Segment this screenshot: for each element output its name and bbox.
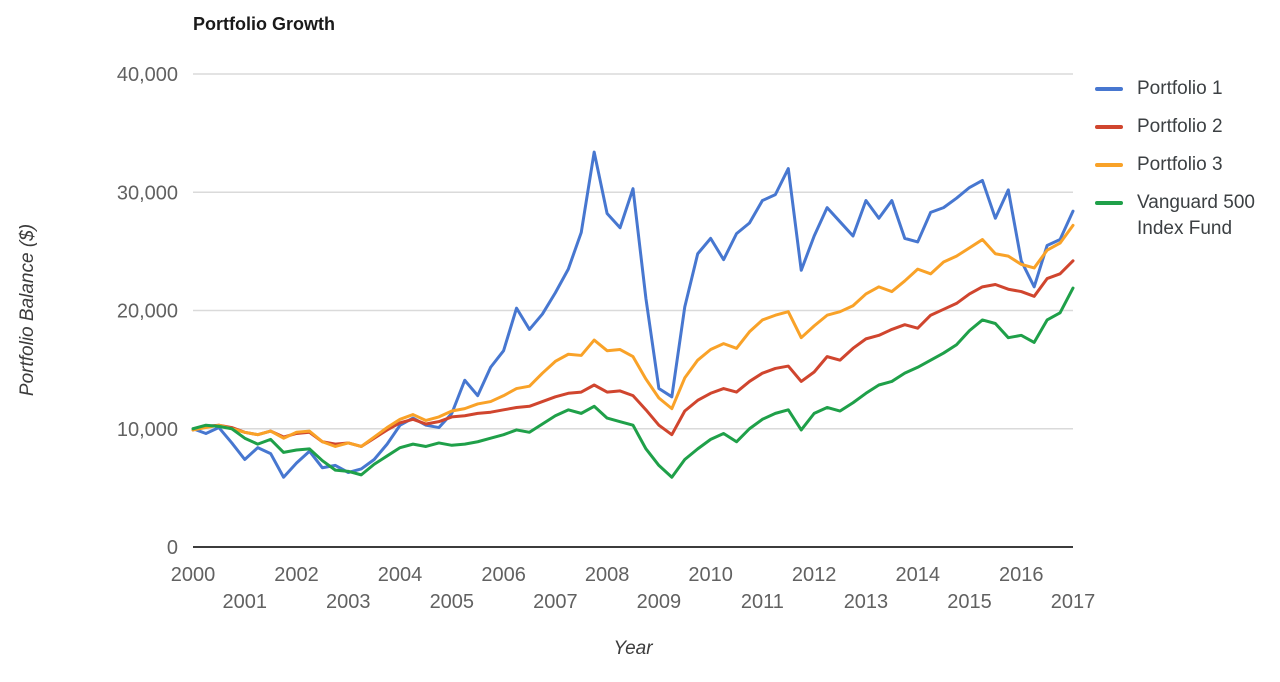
- x-tick-label-2005: 2005: [430, 591, 475, 613]
- x-tick-label-2014: 2014: [895, 564, 940, 586]
- series-line-portfolio-3: [191, 223, 1075, 448]
- y-axis-title: Portfolio Balance ($): [17, 223, 38, 397]
- x-axis-title: Year: [613, 638, 653, 659]
- legend-label-vanguard-500-index-fund: Vanguard 500 Index Fund: [1137, 192, 1255, 239]
- series-line-vanguard-500-index-fund: [191, 286, 1075, 479]
- y-tick-label-40000: 40,000: [117, 64, 178, 86]
- legend-swatch-portfolio-2: [1095, 125, 1123, 129]
- series-line-portfolio-1: [191, 150, 1075, 479]
- x-tick-label-2017: 2017: [1051, 591, 1096, 613]
- series-line-portfolio-2: [191, 259, 1075, 448]
- x-tick-label-2001: 2001: [223, 591, 268, 613]
- legend-label-portfolio-2: Portfolio 2: [1137, 116, 1223, 137]
- x-tick-label-2006: 2006: [481, 564, 526, 586]
- x-tick-label-2015: 2015: [947, 591, 992, 613]
- legend-swatch-portfolio-1: [1095, 87, 1123, 91]
- y-tick-label-30000: 30,000: [117, 182, 178, 204]
- x-tick-label-2003: 2003: [326, 591, 371, 613]
- x-tick-label-2009: 2009: [637, 591, 682, 613]
- x-tick-label-2016: 2016: [999, 564, 1044, 586]
- x-tick-label-2007: 2007: [533, 591, 578, 613]
- legend-item-portfolio-3[interactable]: Portfolio 3: [1095, 152, 1280, 178]
- x-tick-labels-group: 2000 2001 2002 2003 2004 2005 2006 2007 2008 2009…: [171, 564, 1096, 613]
- x-tick-label-2002: 2002: [274, 564, 319, 586]
- legend-swatch-portfolio-3: [1095, 163, 1123, 167]
- legend-label-portfolio-1: Portfolio 1: [1137, 78, 1223, 99]
- series-lines-group: [191, 150, 1075, 479]
- legend-item-portfolio-2[interactable]: Portfolio 2: [1095, 114, 1280, 140]
- x-tick-label-2008: 2008: [585, 564, 630, 586]
- legend-item-vanguard-500-index-fund[interactable]: Vanguard 500 Index Fund: [1095, 190, 1280, 242]
- x-tick-label-2004: 2004: [378, 564, 423, 586]
- y-tick-labels-group: 0 10,000 20,000 30,000 40,000: [117, 64, 178, 559]
- legend-swatch-vanguard-500-index-fund: [1095, 201, 1123, 205]
- legend-label-portfolio-3: Portfolio 3: [1137, 154, 1223, 175]
- y-tick-label-20000: 20,000: [117, 301, 178, 323]
- x-tick-label-2012: 2012: [792, 564, 837, 586]
- x-tick-label-2013: 2013: [844, 591, 889, 613]
- y-tick-label-0: 0: [167, 537, 178, 559]
- x-tick-label-2011: 2011: [741, 591, 784, 613]
- x-tick-label-2010: 2010: [688, 564, 733, 586]
- x-tick-label-2000: 2000: [171, 564, 216, 586]
- legend-item-portfolio-1[interactable]: Portfolio 1: [1095, 76, 1280, 102]
- legend: Portfolio 1 Portfolio 2 Portfolio 3 Vanguar…: [1095, 76, 1280, 254]
- chart-title: Portfolio Growth: [193, 14, 335, 34]
- y-tick-label-10000: 10,000: [117, 419, 178, 441]
